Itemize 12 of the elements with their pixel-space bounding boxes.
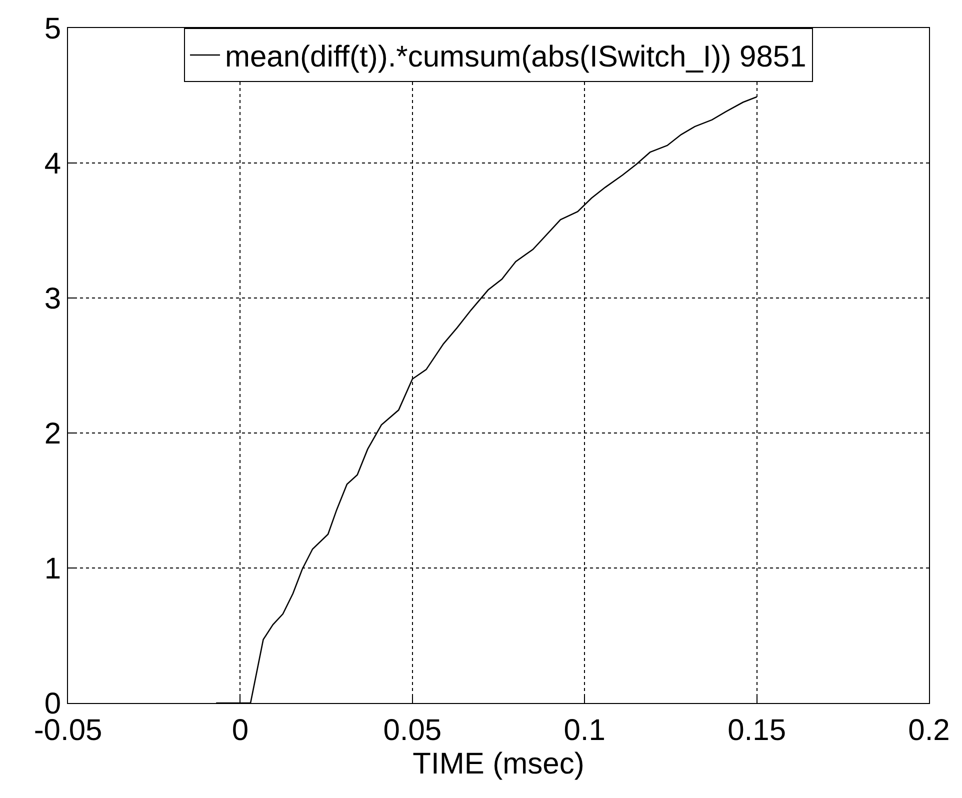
x-axis-title: TIME (msec)	[412, 748, 584, 780]
y-tick-label: 2	[44, 418, 61, 450]
y-tick-label: 5	[44, 12, 61, 46]
x-tick-label: 0.2	[908, 714, 950, 747]
y-tick-label: 4	[44, 148, 61, 180]
legend-label: mean(diff(t)).*cumsum(abs(ISwitch_I)) 9851	[225, 40, 806, 74]
x-tick-label: 0.05	[383, 714, 442, 747]
x-tick-label: 0.1	[564, 714, 606, 747]
x-tick-label: 0	[232, 714, 249, 747]
y-tick-label: 1	[44, 552, 61, 586]
x-tick-label: 0.15	[728, 714, 786, 747]
y-tick-label: 3	[44, 282, 61, 316]
